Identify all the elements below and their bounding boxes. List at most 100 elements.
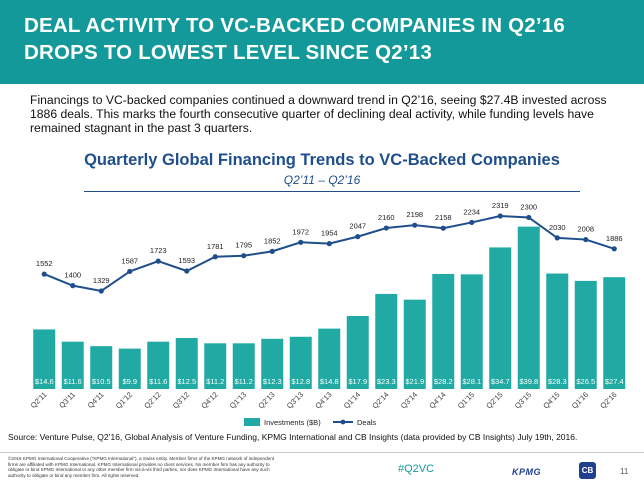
deals-point xyxy=(41,271,47,277)
deals-point xyxy=(554,235,560,241)
deals-value-label: 1593 xyxy=(178,256,195,265)
x-tick-label: Q4'12 xyxy=(199,390,219,410)
legend-swatch-investments xyxy=(244,418,260,426)
legend-swatch-deals-point xyxy=(340,419,346,425)
deals-point xyxy=(127,268,133,275)
deals-point xyxy=(298,239,304,245)
deals-value-label: 1552 xyxy=(36,259,53,268)
deals-point xyxy=(583,236,589,243)
deals-value-label: 1400 xyxy=(64,271,81,280)
deals-point xyxy=(412,222,418,228)
bar-investment xyxy=(346,315,369,389)
bar-investment xyxy=(118,348,141,389)
page-title-line-2: DROPS TO LOWEST LEVEL SINCE Q2’13 xyxy=(24,41,432,64)
bar-investment xyxy=(33,329,56,389)
deals-value-label: 2158 xyxy=(435,213,452,222)
bar-value-label: $11.6 xyxy=(64,377,82,386)
x-tick-label: Q2'14 xyxy=(370,390,390,410)
footer-divider xyxy=(0,452,644,453)
bar-investment xyxy=(261,338,284,389)
x-tick-label: Q3'12 xyxy=(171,390,191,410)
chart-title-rule xyxy=(84,191,580,192)
bar-investment xyxy=(517,226,540,389)
bar-investment xyxy=(546,273,569,389)
x-tick-label: Q4'15 xyxy=(541,390,561,410)
deals-value-label: 2300 xyxy=(520,202,537,211)
bar-value-label: $26.5 xyxy=(576,377,595,386)
bar-value-label: $14.8 xyxy=(320,377,339,386)
chart-subtitle: Q2’11 – Q2’16 xyxy=(283,173,361,187)
deals-value-label: 2198 xyxy=(406,210,423,219)
bar-investment xyxy=(489,247,512,389)
deals-point xyxy=(155,258,161,264)
bar-investment xyxy=(204,343,227,389)
page-number: 11 xyxy=(620,467,629,476)
bar-investment xyxy=(403,299,426,389)
deals-value-label: 1781 xyxy=(207,242,224,251)
deals-point xyxy=(383,225,389,231)
deals-point xyxy=(98,288,104,294)
bar-investment xyxy=(375,293,398,389)
bar-investment xyxy=(460,274,483,389)
deals-value-label: 1795 xyxy=(235,241,252,250)
bar-value-label: $17.9 xyxy=(348,377,367,386)
intro-paragraph: Financings to VC-backed companies contin… xyxy=(30,93,607,135)
bar-investment xyxy=(432,273,455,389)
x-tick-label: Q4'13 xyxy=(313,390,333,410)
bar-value-label: $12.8 xyxy=(291,377,310,386)
deals-point xyxy=(469,219,475,226)
bar-value-label: $14.6 xyxy=(35,377,54,386)
deals-point xyxy=(269,248,275,254)
deals-point xyxy=(497,213,503,219)
deals-point xyxy=(526,214,532,221)
header-banner: DEAL ACTIVITY TO VC-BACKED COMPANIES IN … xyxy=(0,0,644,84)
deals-point xyxy=(70,283,76,289)
x-tick-label: Q3'13 xyxy=(285,390,305,410)
financing-trends-chart: $14.6 Q2'11 $11.6 Q3'11 $10.5 Q4'11 $9.9 Q1'12 $… xyxy=(29,201,626,427)
x-tick-label: Q1'12 xyxy=(114,390,134,410)
deals-value-label: 1723 xyxy=(150,246,167,255)
legend-label-deals: Deals xyxy=(357,418,376,427)
deals-value-label: 1587 xyxy=(121,256,138,265)
bar-value-label: $11.2 xyxy=(206,377,224,386)
deals-value-label: 1329 xyxy=(93,276,110,285)
deals-value-label: 2047 xyxy=(349,222,366,231)
x-tick-label: Q2'15 xyxy=(484,390,504,410)
kpmg-logo: KPMG xyxy=(512,467,541,477)
x-tick-label: Q3'14 xyxy=(399,390,419,410)
deals-value-label: 2030 xyxy=(549,223,566,232)
x-tick-label: Q3'15 xyxy=(513,390,533,410)
bar-value-label: $28.1 xyxy=(462,377,481,386)
legend-label-investments: Investments ($B) xyxy=(264,418,321,427)
bar-value-label: $12.5 xyxy=(177,377,196,386)
bar-investment xyxy=(574,280,597,389)
bar-value-label: $23.3 xyxy=(377,377,396,386)
deals-point xyxy=(184,268,190,274)
bar-value-label: $9.9 xyxy=(122,377,137,386)
deals-point xyxy=(241,253,247,259)
bar-investment xyxy=(289,336,312,389)
bar-investment xyxy=(61,341,84,389)
x-tick-label: Q1'14 xyxy=(342,390,362,410)
chart-title: Quarterly Global Financing Trends to VC-… xyxy=(84,151,560,169)
bar-investment xyxy=(147,341,170,389)
deals-value-label: 1972 xyxy=(292,227,309,236)
bar-investment xyxy=(175,338,198,389)
bar-investment xyxy=(318,328,341,389)
bar-investment xyxy=(603,277,626,389)
bar-value-label: $11.6 xyxy=(149,377,167,386)
bar-value-label: $27.4 xyxy=(605,377,624,386)
bar-value-label: $21.9 xyxy=(405,377,424,386)
hashtag-link[interactable]: #Q2VC xyxy=(398,463,435,475)
deals-point xyxy=(355,234,361,240)
deals-value-label: 2008 xyxy=(577,225,594,234)
x-tick-label: Q4'11 xyxy=(86,390,106,410)
x-tick-label: Q2'11 xyxy=(29,390,49,410)
bar-value-label: $34.7 xyxy=(491,377,510,386)
x-tick-label: Q2'13 xyxy=(256,390,276,410)
deals-point xyxy=(212,254,218,260)
deals-value-label: 2160 xyxy=(378,213,395,222)
bar-investment xyxy=(90,346,113,389)
deals-value-label: 2234 xyxy=(463,207,480,216)
deals-value-label: 1954 xyxy=(321,229,338,238)
